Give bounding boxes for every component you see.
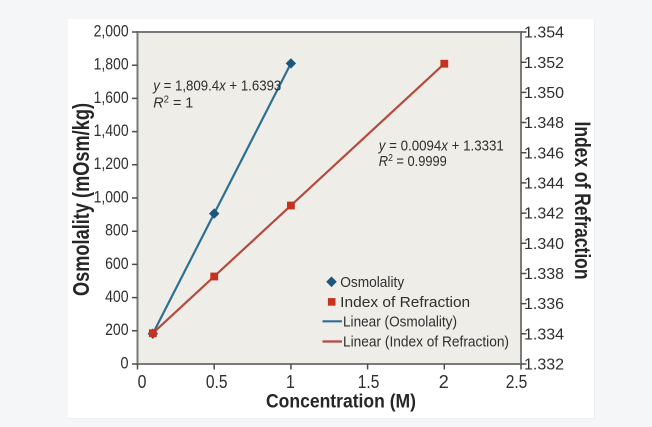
svg-text:1,400: 1,400 — [94, 121, 129, 140]
svg-text:1,600: 1,600 — [94, 88, 129, 107]
svg-text:2: 2 — [439, 372, 449, 392]
svg-text:1.346: 1.346 — [524, 145, 564, 162]
svg-text:R2 = 1: R2 = 1 — [153, 95, 193, 112]
svg-text:Concentration (M): Concentration (M) — [266, 391, 416, 412]
svg-text:1.352: 1.352 — [524, 55, 564, 72]
svg-text:800: 800 — [105, 221, 129, 240]
svg-text:Osmolality: Osmolality — [340, 275, 405, 291]
svg-text:Index of Refraction: Index of Refraction — [340, 295, 470, 311]
svg-text:1,200: 1,200 — [94, 154, 129, 173]
svg-text:y = 0.0094x + 1.3331: y = 0.0094x + 1.3331 — [378, 137, 504, 154]
svg-text:2.5: 2.5 — [506, 372, 528, 392]
svg-text:R2 = 0.9999: R2 = 0.9999 — [379, 153, 447, 170]
svg-text:1.332: 1.332 — [524, 357, 564, 374]
svg-text:400: 400 — [105, 287, 129, 306]
svg-text:1.336: 1.336 — [524, 296, 564, 313]
svg-text:1.338: 1.338 — [524, 266, 564, 283]
svg-text:0: 0 — [120, 353, 128, 372]
svg-text:1.350: 1.350 — [524, 85, 564, 102]
svg-text:600: 600 — [105, 254, 129, 273]
svg-text:1,000: 1,000 — [94, 187, 129, 206]
svg-text:1: 1 — [286, 372, 295, 392]
svg-text:2,000: 2,000 — [94, 21, 129, 40]
svg-text:Linear (Osmolality): Linear (Osmolality) — [343, 314, 457, 330]
svg-text:1,800: 1,800 — [94, 55, 129, 74]
svg-text:0.5: 0.5 — [206, 372, 228, 392]
svg-text:1.342: 1.342 — [524, 206, 564, 223]
svg-text:Linear (Index of Refraction): Linear (Index of Refraction) — [343, 335, 509, 351]
svg-text:y = 1,809.4x + 1.6393: y = 1,809.4x + 1.6393 — [152, 78, 281, 95]
svg-text:Index of Refraction: Index of Refraction — [570, 122, 595, 280]
svg-text:1.354: 1.354 — [524, 25, 564, 42]
svg-text:1.334: 1.334 — [524, 326, 564, 343]
svg-text:0: 0 — [138, 372, 147, 392]
svg-text:1.348: 1.348 — [524, 115, 564, 132]
svg-text:Osmolality (mOsm/kg): Osmolality (mOsm/kg) — [68, 103, 94, 296]
svg-text:1.344: 1.344 — [524, 176, 564, 193]
svg-text:200: 200 — [105, 320, 129, 339]
svg-text:1.5: 1.5 — [358, 372, 380, 392]
svg-text:1.340: 1.340 — [524, 236, 564, 253]
